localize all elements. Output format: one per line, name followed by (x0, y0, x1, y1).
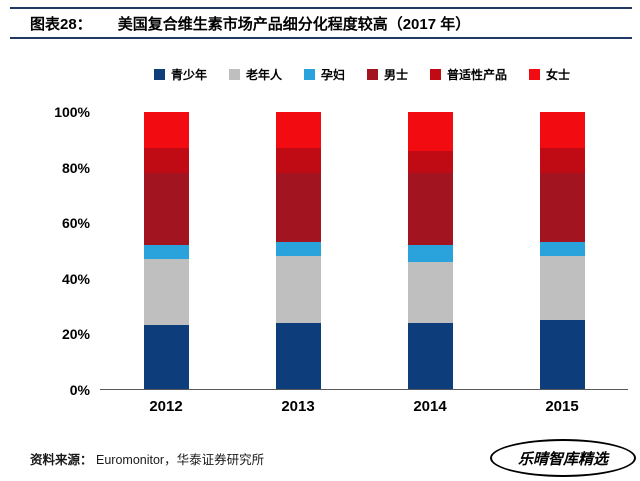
bar-segment (275, 242, 321, 257)
bar-segment (143, 244, 189, 259)
bar-column-2013 (232, 112, 364, 389)
legend-swatch-icon (529, 69, 541, 80)
x-tick-label: 2014 (413, 398, 447, 415)
bar-segment (407, 150, 453, 173)
source-line: 资料来源： Euromonitor，华泰证券研究所 (30, 449, 264, 468)
legend-label: 女士 (546, 68, 571, 82)
stacked-bar-2013 (275, 112, 321, 389)
legend-item: 孕妇 (303, 66, 345, 83)
bar-segment (539, 242, 585, 257)
legend-item: 普适性产品 (430, 66, 507, 83)
bar-segment (143, 148, 189, 173)
bar-segment (539, 319, 585, 389)
legend-item: 男士 (367, 66, 408, 83)
x-tick-label: 2013 (281, 398, 315, 415)
legend-item: 女士 (529, 66, 570, 83)
legend-swatch-icon (367, 69, 378, 80)
x-tick-label: 2015 (545, 398, 579, 415)
x-tick-label: 2012 (149, 398, 183, 415)
watermark-logo: 乐晴智库精选 (490, 439, 636, 477)
bar-segment (407, 244, 453, 262)
legend-swatch-icon (430, 69, 442, 80)
bar-segment (539, 172, 585, 243)
watermark-text: 乐晴智库精选 (517, 451, 608, 468)
bar-segment (407, 112, 453, 151)
bar-segment (539, 112, 585, 149)
title-underline (10, 37, 632, 39)
bar-segment (539, 148, 585, 173)
bar-segment (143, 325, 189, 389)
stacked-bar-2015 (539, 112, 585, 389)
y-tick-label: 0% (69, 382, 90, 398)
legend-label: 青少年 (170, 68, 207, 82)
bar-column-2015 (496, 112, 628, 389)
bar-segment (143, 172, 189, 245)
y-tick-label: 100% (54, 104, 90, 120)
stacked-bar-2014 (407, 112, 453, 389)
bar-segment (407, 322, 453, 389)
legend-swatch-icon (153, 69, 165, 80)
y-tick-label: 20% (61, 326, 90, 343)
legend-label: 老年人 (245, 68, 282, 82)
legend-swatch-icon (303, 69, 315, 80)
bar-segment (275, 148, 321, 173)
y-tick-label: 60% (61, 215, 90, 232)
bar-segment (275, 112, 321, 149)
y-tick-label: 80% (61, 159, 90, 176)
figure-label: 图表28： (30, 16, 92, 33)
source-label: 资料来源： (30, 453, 93, 467)
source-text: Euromonitor，华泰证券研究所 (96, 453, 265, 467)
bar-segment (275, 172, 321, 243)
figure-title: 图表28： 美国复合维生素市场产品细分化程度较高（2017 年） (30, 13, 470, 34)
figure-title-text: 美国复合维生素市场产品细分化程度较高（2017 年） (117, 16, 471, 33)
legend-swatch-icon (228, 69, 240, 80)
bar-column-2012 (100, 112, 232, 389)
chart-legend: 青少年 老年人 孕妇 男士 普适性产品 女士 (92, 66, 632, 83)
legend-label: 孕妇 (320, 68, 345, 82)
bar-segment (407, 172, 453, 245)
legend-item: 老年人 (228, 66, 282, 83)
bar-segment (407, 261, 453, 323)
legend-label: 男士 (384, 68, 409, 82)
bar-segment (143, 258, 189, 326)
y-axis-labels: 100% 80% 60% 40% 20% 0% (26, 104, 90, 398)
bar-segment (275, 256, 321, 323)
stacked-bar-2012 (143, 112, 189, 389)
bar-segment (539, 256, 585, 320)
bar-column-2014 (364, 112, 496, 389)
plot-area (100, 112, 628, 390)
legend-item: 青少年 (153, 66, 207, 83)
y-tick-label: 40% (61, 270, 90, 287)
top-rule (10, 7, 632, 9)
x-axis-labels: 2012 2013 2014 2015 (100, 398, 628, 415)
bar-segment (275, 322, 321, 389)
bar-segment (143, 112, 189, 149)
legend-label: 普适性产品 (447, 68, 508, 82)
